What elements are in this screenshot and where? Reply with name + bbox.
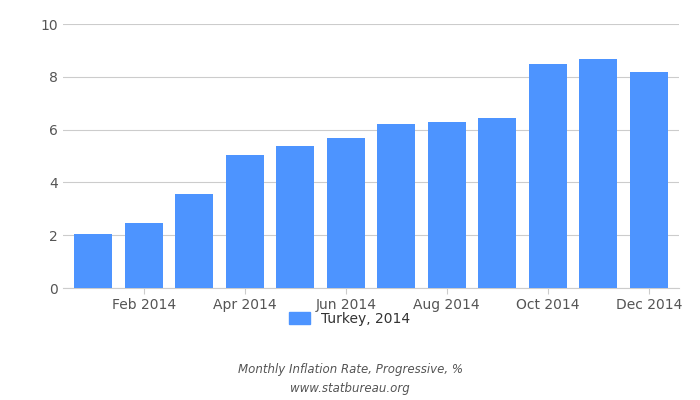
Bar (630, 72, 668, 288)
Bar (580, 58, 617, 288)
Text: Monthly Inflation Rate, Progressive, %: Monthly Inflation Rate, Progressive, % (237, 364, 463, 376)
Bar (327, 138, 365, 288)
Bar (226, 155, 264, 288)
Bar (125, 223, 162, 288)
Bar (478, 118, 516, 288)
Legend: Turkey, 2014: Turkey, 2014 (284, 306, 416, 331)
Bar (74, 234, 112, 288)
Bar (276, 146, 314, 288)
Bar (175, 194, 214, 288)
Bar (528, 64, 567, 288)
Bar (377, 124, 415, 288)
Bar (428, 122, 466, 288)
Text: www.statbureau.org: www.statbureau.org (290, 382, 410, 395)
